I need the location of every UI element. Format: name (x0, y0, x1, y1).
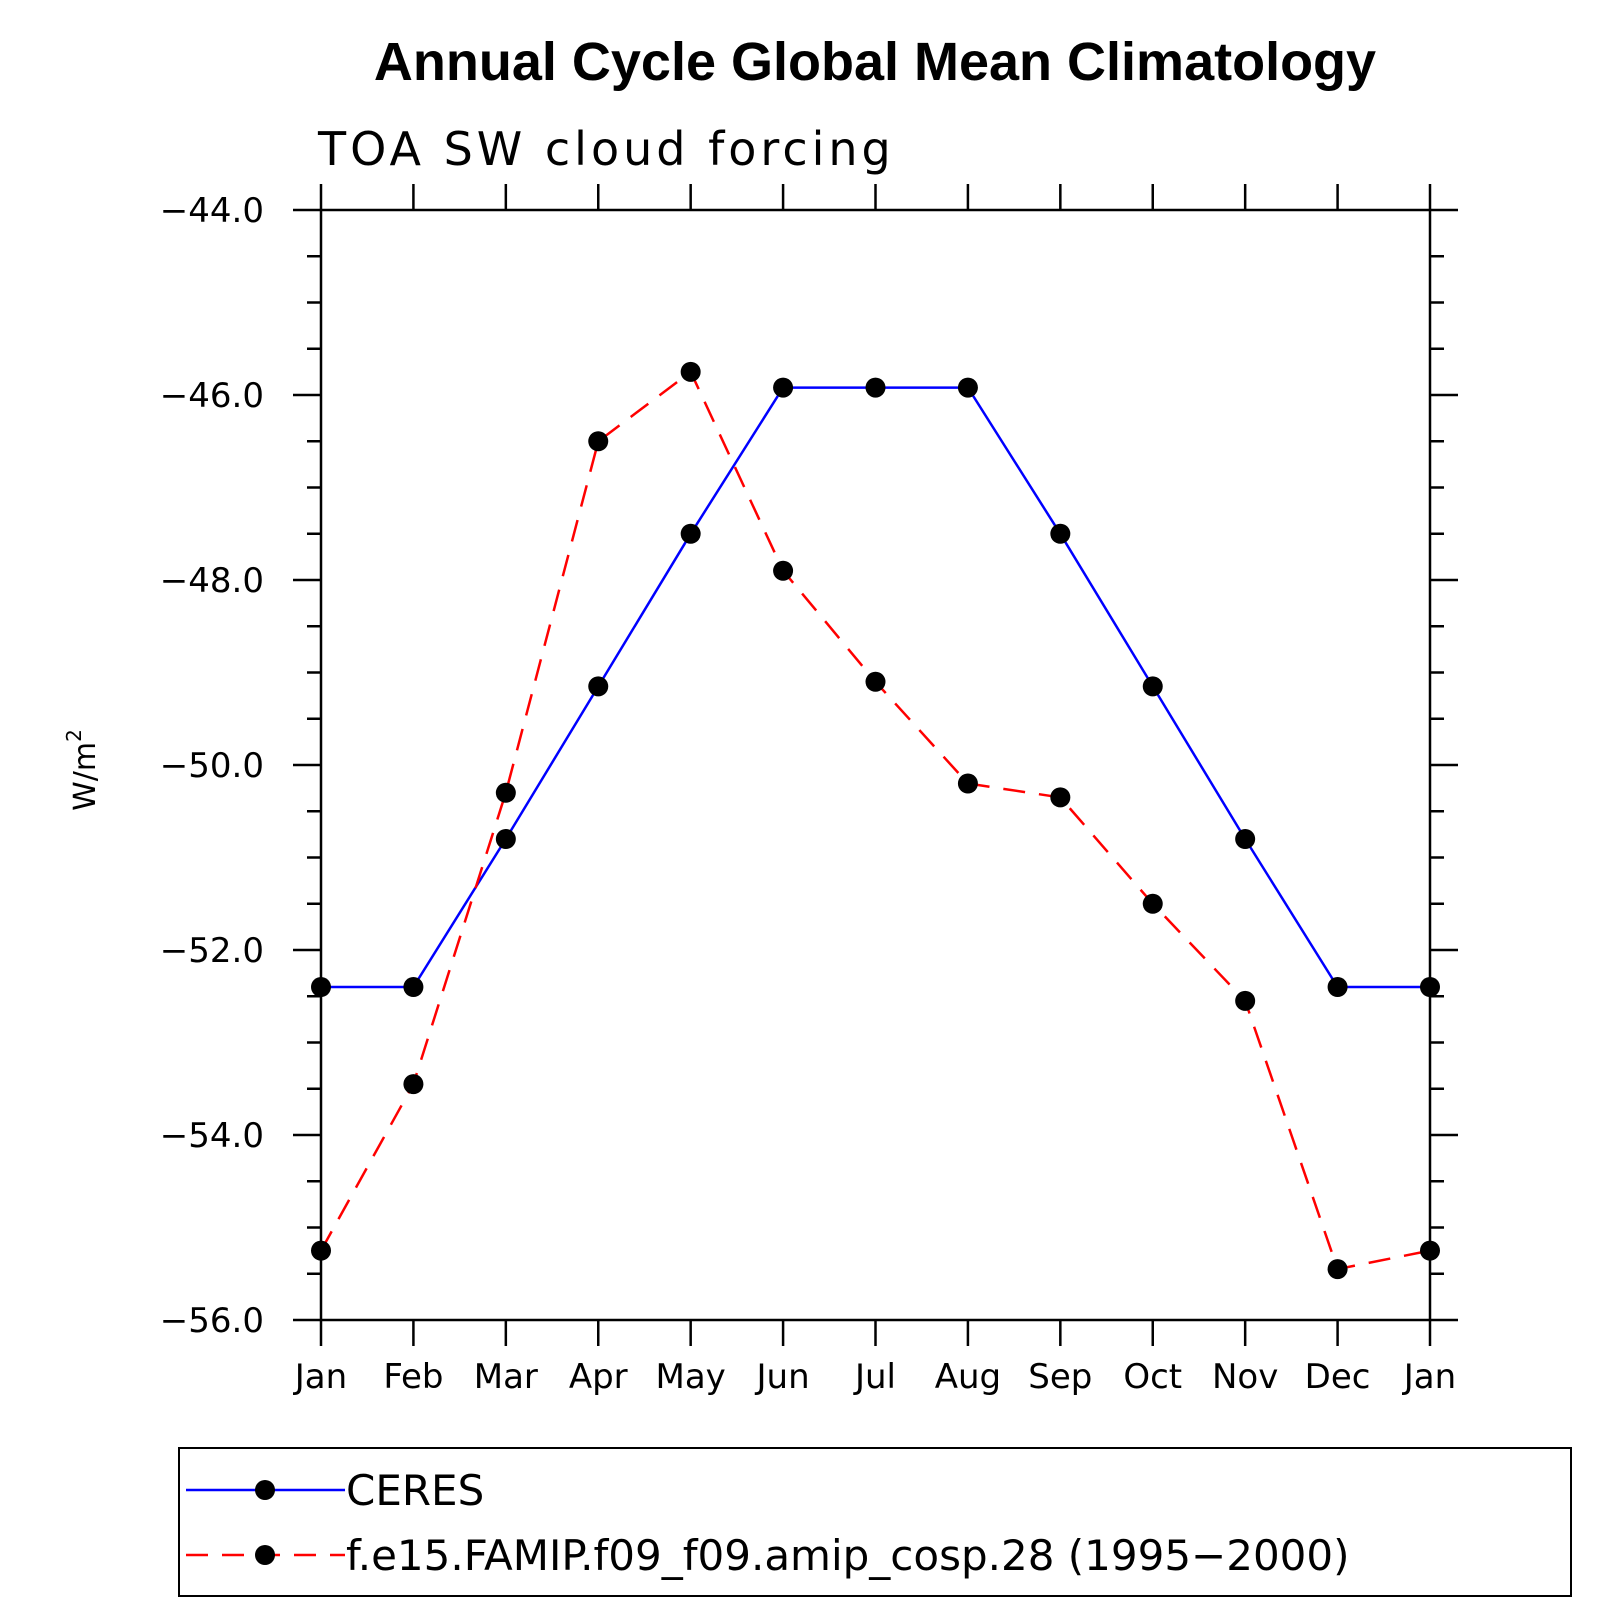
legend-marker-model (255, 1545, 275, 1565)
series-0-point (865, 377, 886, 398)
x-tick-label: Apr (569, 1357, 628, 1397)
y-tick-label: −46.0 (160, 376, 264, 416)
x-tick-label: Aug (935, 1357, 1001, 1397)
series-1-point (773, 560, 794, 581)
series-0-point (957, 377, 978, 398)
y-tick-label: −48.0 (160, 561, 264, 601)
x-tick-label: Jul (853, 1357, 896, 1397)
series-line-1 (319, 369, 1431, 1271)
x-tick-label: Nov (1212, 1357, 1278, 1397)
series-0-point (1235, 829, 1256, 849)
series-1-point (403, 1074, 424, 1095)
series-0-point (1050, 523, 1071, 544)
series-1-point (1050, 787, 1071, 808)
legend-label-model: f.e15.FAMIP.f09_f09.amip_cosp.28 (1995−2… (346, 1531, 1350, 1580)
y-axis-label-main: W/m (68, 742, 103, 811)
x-tick-label: Jun (755, 1357, 810, 1397)
series-1-point (311, 1240, 331, 1261)
chart-title: Annual Cycle Global Mean Climatology (374, 32, 1376, 92)
y-axis-label: W/m2 (62, 729, 103, 811)
series-0-point (588, 676, 609, 697)
series-1-point (588, 431, 609, 452)
y-tick-label: −52.0 (160, 931, 264, 971)
series-0-point (1327, 977, 1348, 997)
x-tick-label: Mar (474, 1357, 538, 1397)
y-tick-label: −56.0 (160, 1301, 264, 1341)
y-tick-label: −50.0 (160, 746, 264, 786)
legend-box (178, 1447, 1572, 1597)
series-1-point (1420, 1240, 1440, 1261)
series-0-point (1420, 977, 1440, 997)
series-0-point (311, 977, 331, 997)
x-tick-label: May (656, 1357, 726, 1397)
y-tick-label: −44.0 (160, 191, 264, 231)
legend-marker-ceres (255, 1480, 275, 1500)
chart-subtitle: TOA SW cloud forcing (317, 122, 895, 176)
series-0-point (680, 523, 701, 544)
y-axis: −44.0 −46.0 −48.0 −50.0 −52.0 −54.0 −56.0 (160, 191, 1458, 1341)
series-1-point (865, 671, 886, 692)
series-1-point (495, 782, 516, 803)
legend-label-ceres: CERES (346, 1466, 484, 1515)
x-axis: Jan Feb Mar Apr May Jun Jul Aug Sep Oct Nov Dec Jan (293, 184, 1456, 1397)
series-1-point (680, 361, 701, 382)
series-1-point (1327, 1259, 1348, 1280)
x-tick-label: Dec (1305, 1357, 1371, 1397)
legend: CERES f.e15.FAMIP.f09_f09.amip_cosp.28 (… (178, 1447, 1572, 1597)
series-1-point (1235, 990, 1256, 1011)
series-0-point (1142, 676, 1163, 697)
series-0-point (773, 377, 794, 398)
series-0-point (495, 829, 516, 849)
x-tick-label: Feb (383, 1357, 443, 1397)
x-tick-label: Sep (1028, 1357, 1092, 1397)
series-1-point (1142, 893, 1163, 914)
y-tick-label: −54.0 (160, 1116, 264, 1156)
y-axis-label-superscript: 2 (62, 729, 86, 742)
series-layer (311, 361, 1440, 1280)
x-tick-label: Jan (1402, 1357, 1456, 1397)
series-1-point (957, 773, 978, 794)
x-tick-label: Jan (293, 1357, 347, 1397)
plot-frame (319, 208, 1432, 1322)
x-tick-label: Oct (1123, 1357, 1182, 1397)
series-0-point (403, 977, 424, 997)
